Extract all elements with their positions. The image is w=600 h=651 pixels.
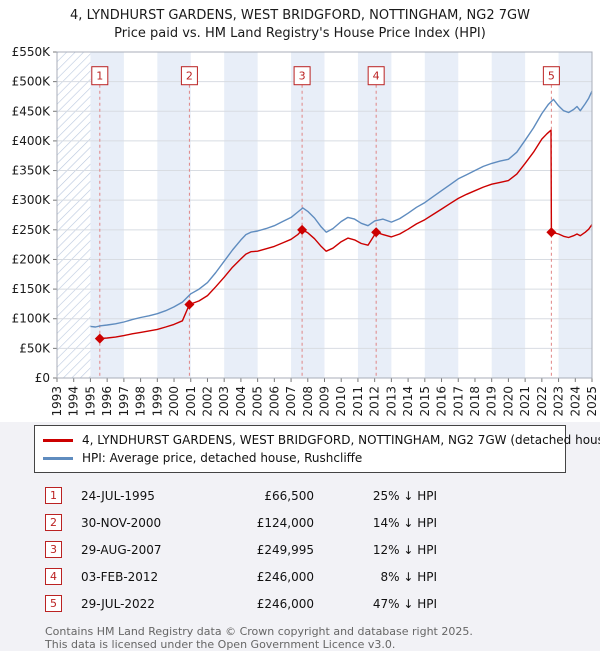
- transaction-vs-hpi: 14% ↓ HPI: [372, 515, 437, 530]
- transaction-vs-hpi: 8% ↓ HPI: [380, 569, 437, 584]
- svg-text:2016: 2016: [435, 386, 449, 417]
- svg-text:2004: 2004: [234, 386, 248, 417]
- svg-text:2005: 2005: [251, 386, 265, 417]
- svg-text:2008: 2008: [301, 386, 315, 417]
- svg-text:2023: 2023: [552, 386, 566, 417]
- transaction-vs-hpi: 47% ↓ HPI: [372, 596, 437, 611]
- svg-text:2013: 2013: [384, 386, 398, 417]
- chart-card: 4, LYNDHURST GARDENS, WEST BRIDGFORD, NO…: [0, 0, 600, 422]
- transaction-price: £124,000: [256, 515, 314, 530]
- svg-text:£550K: £550K: [12, 45, 52, 59]
- transaction-vs-hpi: 12% ↓ HPI: [372, 542, 437, 557]
- page-title: 4, LYNDHURST GARDENS, WEST BRIDGFORD, NO…: [70, 8, 530, 23]
- transaction-row: 5 29-JUL-2022 £246,000 47% ↓ HPI: [45, 590, 600, 617]
- svg-text:2: 2: [186, 70, 193, 83]
- license-footer: Contains HM Land Registry data © Crown c…: [45, 625, 600, 651]
- svg-text:2009: 2009: [318, 386, 332, 417]
- footer-line-2: This data is licensed under the Open Gov…: [45, 638, 396, 651]
- hpi-series-swatch: [43, 456, 73, 460]
- svg-text:£500K: £500K: [12, 75, 52, 89]
- transaction-date: 29-JUL-2022: [81, 596, 155, 611]
- svg-text:1997: 1997: [117, 386, 131, 417]
- svg-text:£250K: £250K: [12, 223, 52, 237]
- svg-text:1994: 1994: [67, 386, 81, 417]
- svg-text:£200K: £200K: [12, 252, 52, 266]
- svg-text:2007: 2007: [284, 386, 298, 417]
- svg-text:2006: 2006: [267, 386, 281, 417]
- svg-text:£400K: £400K: [12, 134, 52, 148]
- legend-row-property: 4, LYNDHURST GARDENS, WEST BRIDGFORD, NO…: [43, 431, 600, 449]
- transaction-price: £249,995: [256, 542, 314, 557]
- hpi-series-label: HPI: Average price, detached house, Rush…: [82, 451, 363, 465]
- svg-text:1995: 1995: [83, 386, 97, 417]
- svg-text:1999: 1999: [150, 386, 164, 417]
- legend-row-hpi: HPI: Average price, detached house, Rush…: [43, 449, 557, 467]
- property-series-swatch: [43, 438, 73, 442]
- transaction-vs-hpi: 25% ↓ HPI: [372, 488, 437, 503]
- svg-text:2011: 2011: [351, 386, 365, 417]
- transaction-row: 4 03-FEB-2012 £246,000 8% ↓ HPI: [45, 563, 600, 590]
- svg-text:2024: 2024: [568, 386, 582, 417]
- svg-text:1996: 1996: [100, 386, 114, 417]
- svg-text:2019: 2019: [485, 386, 499, 417]
- transaction-price: £246,000: [256, 569, 314, 584]
- transaction-number-badge: 2: [45, 514, 62, 531]
- svg-text:2001: 2001: [184, 386, 198, 417]
- transaction-price: £246,000: [256, 596, 314, 611]
- svg-text:£150K: £150K: [12, 282, 52, 296]
- page-subtitle: Price paid vs. HM Land Registry's House …: [114, 26, 486, 41]
- svg-text:1: 1: [96, 70, 103, 83]
- footer-line-1: Contains HM Land Registry data © Crown c…: [45, 625, 473, 638]
- svg-text:1993: 1993: [50, 386, 64, 417]
- svg-text:1998: 1998: [134, 386, 148, 417]
- svg-text:2020: 2020: [501, 386, 515, 417]
- svg-text:2014: 2014: [401, 386, 415, 417]
- transaction-row: 2 30-NOV-2000 £124,000 14% ↓ HPI: [45, 509, 600, 536]
- transaction-date: 24-JUL-1995: [81, 488, 155, 503]
- svg-text:£100K: £100K: [12, 312, 52, 326]
- svg-text:£350K: £350K: [12, 164, 52, 178]
- svg-text:£50K: £50K: [19, 341, 51, 355]
- svg-text:4: 4: [373, 70, 380, 83]
- transaction-date: 03-FEB-2012: [81, 569, 159, 584]
- property-series-label: 4, LYNDHURST GARDENS, WEST BRIDGFORD, NO…: [82, 433, 600, 447]
- svg-text:3: 3: [299, 70, 306, 83]
- svg-text:£300K: £300K: [12, 193, 52, 207]
- svg-text:2000: 2000: [167, 386, 181, 417]
- svg-text:2022: 2022: [535, 386, 549, 417]
- transaction-number-badge: 5: [45, 595, 62, 612]
- transaction-row: 3 29-AUG-2007 £249,995 12% ↓ HPI: [45, 536, 600, 563]
- price-history-chart: £0 £50K £100K £150K £200K £250K £300K £350K £400…: [12, 45, 599, 417]
- chart-legend: 4, LYNDHURST GARDENS, WEST BRIDGFORD, NO…: [34, 425, 600, 473]
- svg-text:2025: 2025: [585, 386, 599, 417]
- svg-text:5: 5: [548, 70, 555, 83]
- svg-text:£0: £0: [35, 371, 50, 385]
- svg-text:2010: 2010: [334, 386, 348, 417]
- svg-text:2021: 2021: [518, 386, 532, 417]
- transaction-number-badge: 1: [45, 487, 62, 504]
- svg-text:2018: 2018: [468, 386, 482, 417]
- svg-text:£450K: £450K: [12, 104, 52, 118]
- transaction-date: 30-NOV-2000: [81, 515, 162, 530]
- transaction-number-badge: 3: [45, 541, 62, 558]
- svg-text:2003: 2003: [217, 386, 231, 417]
- svg-text:2015: 2015: [418, 386, 432, 417]
- chart-footer-section: 4, LYNDHURST GARDENS, WEST BRIDGFORD, NO…: [0, 422, 600, 651]
- transaction-price: £66,500: [264, 488, 314, 503]
- transaction-number-badge: 4: [45, 568, 62, 585]
- transaction-row: 1 24-JUL-1995 £66,500 25% ↓ HPI: [45, 482, 600, 509]
- transaction-date: 29-AUG-2007: [81, 542, 162, 557]
- svg-text:2002: 2002: [200, 386, 214, 417]
- svg-text:2017: 2017: [451, 386, 465, 417]
- svg-text:2012: 2012: [368, 386, 382, 417]
- transactions-table: 1 24-JUL-1995 £66,500 25% ↓ HPI 2 30-NOV…: [45, 482, 600, 617]
